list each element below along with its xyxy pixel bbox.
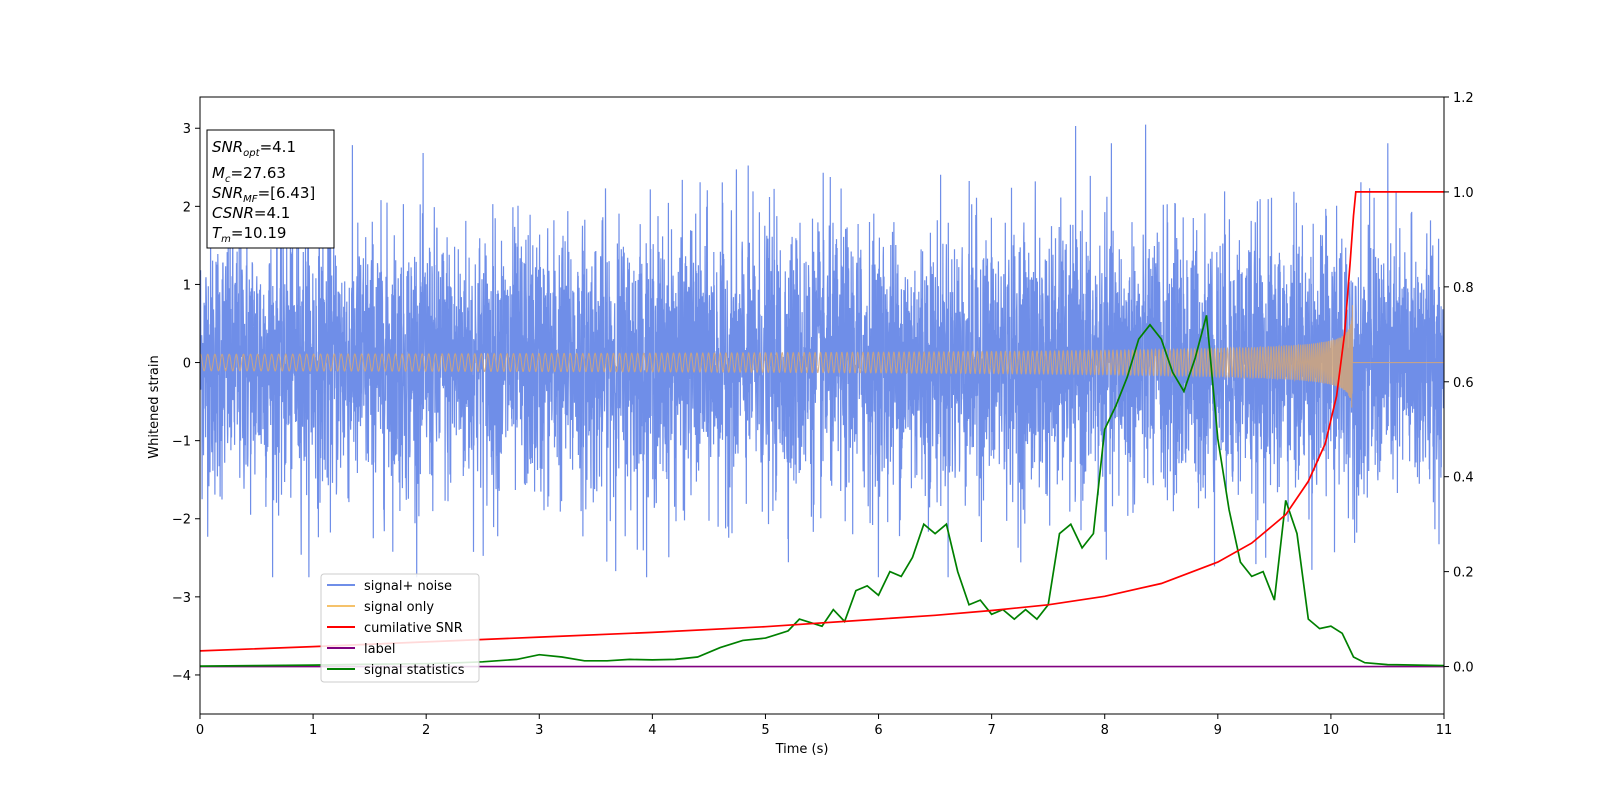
x-tick-label: 7 bbox=[987, 723, 995, 738]
legend: signal+ noise signal only cumilative SNR la… bbox=[320, 573, 480, 683]
y-tick-label: 3 bbox=[183, 122, 191, 137]
stats-annotation-box: SNRopt=4.1Mc=27.63SNRMF=[6.43]CSNR=4.1Tm… bbox=[206, 129, 335, 249]
y2-tick-label: 0.8 bbox=[1453, 281, 1474, 296]
legend-label: signal+ noise bbox=[364, 579, 452, 594]
stats-symbol: SNR bbox=[212, 184, 243, 202]
x-tick-label: 4 bbox=[648, 723, 656, 738]
x-tick-label: 3 bbox=[535, 723, 543, 738]
y-tick-label: −1 bbox=[172, 435, 191, 450]
x-tick-label: 2 bbox=[422, 723, 430, 738]
y-tick-label: 1 bbox=[183, 278, 191, 293]
series-cumulative-snr-line bbox=[200, 191, 1444, 652]
y-tick-label: −2 bbox=[172, 513, 191, 528]
stats-value: =4.1 bbox=[260, 138, 296, 156]
x-tick-label: 6 bbox=[874, 723, 882, 738]
stats-symbol: M bbox=[212, 164, 225, 182]
legend-frame bbox=[320, 573, 480, 683]
y2-tick-label: 1.2 bbox=[1453, 91, 1474, 106]
stats-line: Mc=27.63 bbox=[212, 164, 286, 185]
stats-value: =4.1 bbox=[254, 204, 290, 222]
stats-subscript: MF bbox=[243, 194, 258, 205]
stats-symbol: T bbox=[212, 224, 223, 242]
stats-line: Tm=10.19 bbox=[212, 224, 286, 245]
series-signal-statistics-line bbox=[200, 315, 1444, 667]
stats-value: =27.63 bbox=[230, 164, 286, 182]
x-axis-label: Time (s) bbox=[775, 742, 829, 757]
x-tick-label: 9 bbox=[1214, 723, 1222, 738]
y-axis-label: Whitened strain bbox=[147, 355, 162, 458]
y2-tick-label: 0.6 bbox=[1453, 376, 1474, 391]
y-tick-label: 2 bbox=[183, 200, 191, 215]
y2-tick-label: 0.2 bbox=[1453, 566, 1474, 581]
stats-line: SNRopt=4.1 bbox=[212, 138, 296, 159]
y2-tick-label: 0.0 bbox=[1453, 661, 1474, 676]
y2-tick-label: 0.4 bbox=[1453, 471, 1474, 486]
stats-symbol: SNR bbox=[212, 138, 243, 156]
stats-line: SNRMF=[6.43] bbox=[212, 184, 315, 205]
y-tick-label: −4 bbox=[172, 669, 191, 684]
series-signal-only-line bbox=[200, 305, 1444, 408]
x-tick-label: 0 bbox=[196, 723, 204, 738]
stats-symbol: CSNR bbox=[212, 204, 254, 222]
x-tick-label: 8 bbox=[1101, 723, 1109, 738]
axes: 0 1 2 3 4 5 6 7 8 9 10 113210−1−2−3−41.21.00.80.60.… bbox=[172, 91, 1474, 738]
stats-subscript: m bbox=[221, 234, 231, 245]
x-tick-label: 1 bbox=[309, 723, 317, 738]
stats-value: =[6.43] bbox=[258, 184, 316, 202]
stats-subscript: c bbox=[225, 174, 231, 185]
legend-label: signal statistics bbox=[364, 663, 465, 678]
stats-box-frame bbox=[206, 129, 335, 249]
legend-label: label bbox=[364, 642, 395, 657]
legend-label: signal only bbox=[364, 600, 434, 615]
x-tick-label: 11 bbox=[1436, 723, 1453, 738]
y2-tick-label: 1.0 bbox=[1453, 186, 1474, 201]
stats-value: =10.19 bbox=[231, 224, 287, 242]
stats-line: CSNR=4.1 bbox=[212, 204, 290, 222]
y-tick-label: −3 bbox=[172, 591, 191, 606]
series-signal-noise-line bbox=[200, 124, 1444, 578]
y-tick-label: 0 bbox=[183, 357, 191, 372]
legend-label: cumilative SNR bbox=[364, 621, 463, 636]
x-tick-label: 10 bbox=[1323, 723, 1340, 738]
x-tick-label: 5 bbox=[761, 723, 769, 738]
stats-subscript: opt bbox=[243, 148, 260, 159]
plot-frame bbox=[199, 96, 1445, 715]
